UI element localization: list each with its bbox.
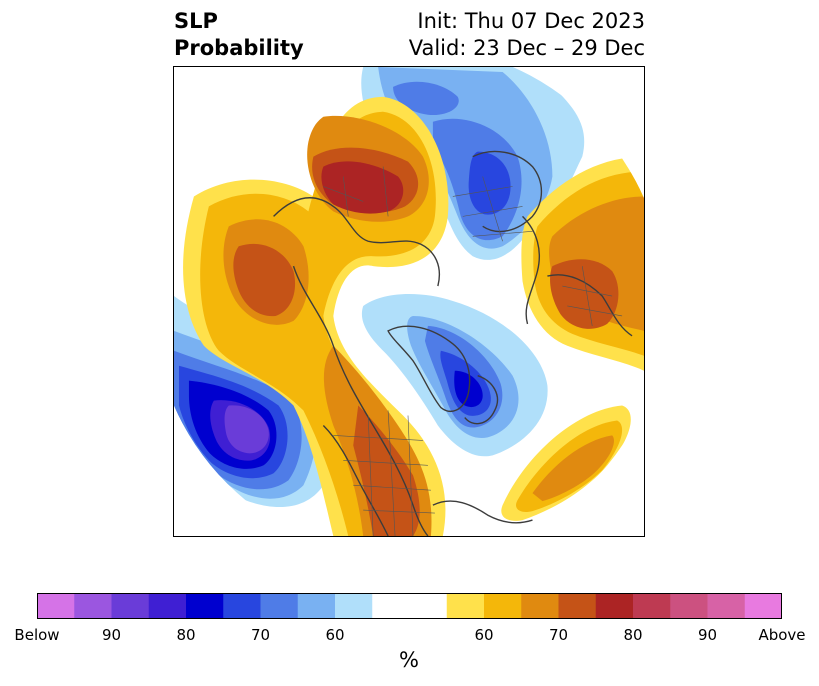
colorbar <box>37 593 782 619</box>
above-normal-ridge <box>183 96 449 536</box>
title-line-2: Probability <box>174 36 304 60</box>
colorbar-tick-labels: Below 90 80 70 60 60 70 80 90 Above <box>0 626 819 646</box>
colorbar-tick-label: 90 <box>697 626 718 644</box>
colorbar-tick-label: 90 <box>101 626 122 644</box>
colorbar-cell <box>707 593 746 619</box>
colorbar-cell <box>37 593 75 619</box>
colorbar-cell <box>223 593 261 619</box>
colorbar-cell <box>744 593 782 619</box>
colorbar-tick-label: 70 <box>548 626 569 644</box>
colorbar-cell <box>484 593 522 619</box>
colorbar-cell <box>409 593 448 619</box>
colorbar-unit: % <box>399 648 419 672</box>
title-line-1: SLP <box>174 9 218 33</box>
colorbar-cell <box>670 593 708 619</box>
colorbar-cell <box>297 593 336 619</box>
map-title: SLP Probability <box>174 8 304 62</box>
colorbar-tick-label: Below <box>14 626 60 644</box>
colorbar-tick-label: 60 <box>474 626 494 644</box>
colorbar-cell <box>558 593 597 619</box>
init-date: Init: Thu 07 Dec 2023 <box>417 9 645 33</box>
coastlines <box>273 150 633 536</box>
colorbar-cell <box>595 593 634 619</box>
colorbar-cell <box>335 593 373 619</box>
colorbar-tick-label: 70 <box>250 626 271 644</box>
colorbar-cell <box>372 593 410 619</box>
political-borders <box>323 166 623 536</box>
colorbar-tick-label: 60 <box>325 626 345 644</box>
colorbar-cell <box>260 593 299 619</box>
colorbar-cell <box>111 593 150 619</box>
above-normal-subtropical-atlantic <box>501 405 631 521</box>
colorbar-cell <box>148 593 187 619</box>
colorbar-cell <box>521 593 559 619</box>
colorbar-cell <box>446 593 485 619</box>
slp-probability-map <box>173 66 645 537</box>
below-normal-atlantic <box>361 294 548 457</box>
colorbar-cell <box>74 593 112 619</box>
colorbar-tick-label: Above <box>758 626 806 644</box>
colorbar-tick-label: 80 <box>176 626 196 644</box>
colorbar-cell <box>186 593 224 619</box>
map-svg <box>174 67 644 536</box>
valid-range: Valid: 23 Dec – 29 Dec <box>408 36 645 60</box>
colorbar-cell <box>633 593 671 619</box>
above-normal-europe <box>521 156 644 371</box>
forecast-dates: Init: Thu 07 Dec 2023 Valid: 23 Dec – 29… <box>409 8 645 62</box>
colorbar-tick-label: 80 <box>623 626 643 644</box>
